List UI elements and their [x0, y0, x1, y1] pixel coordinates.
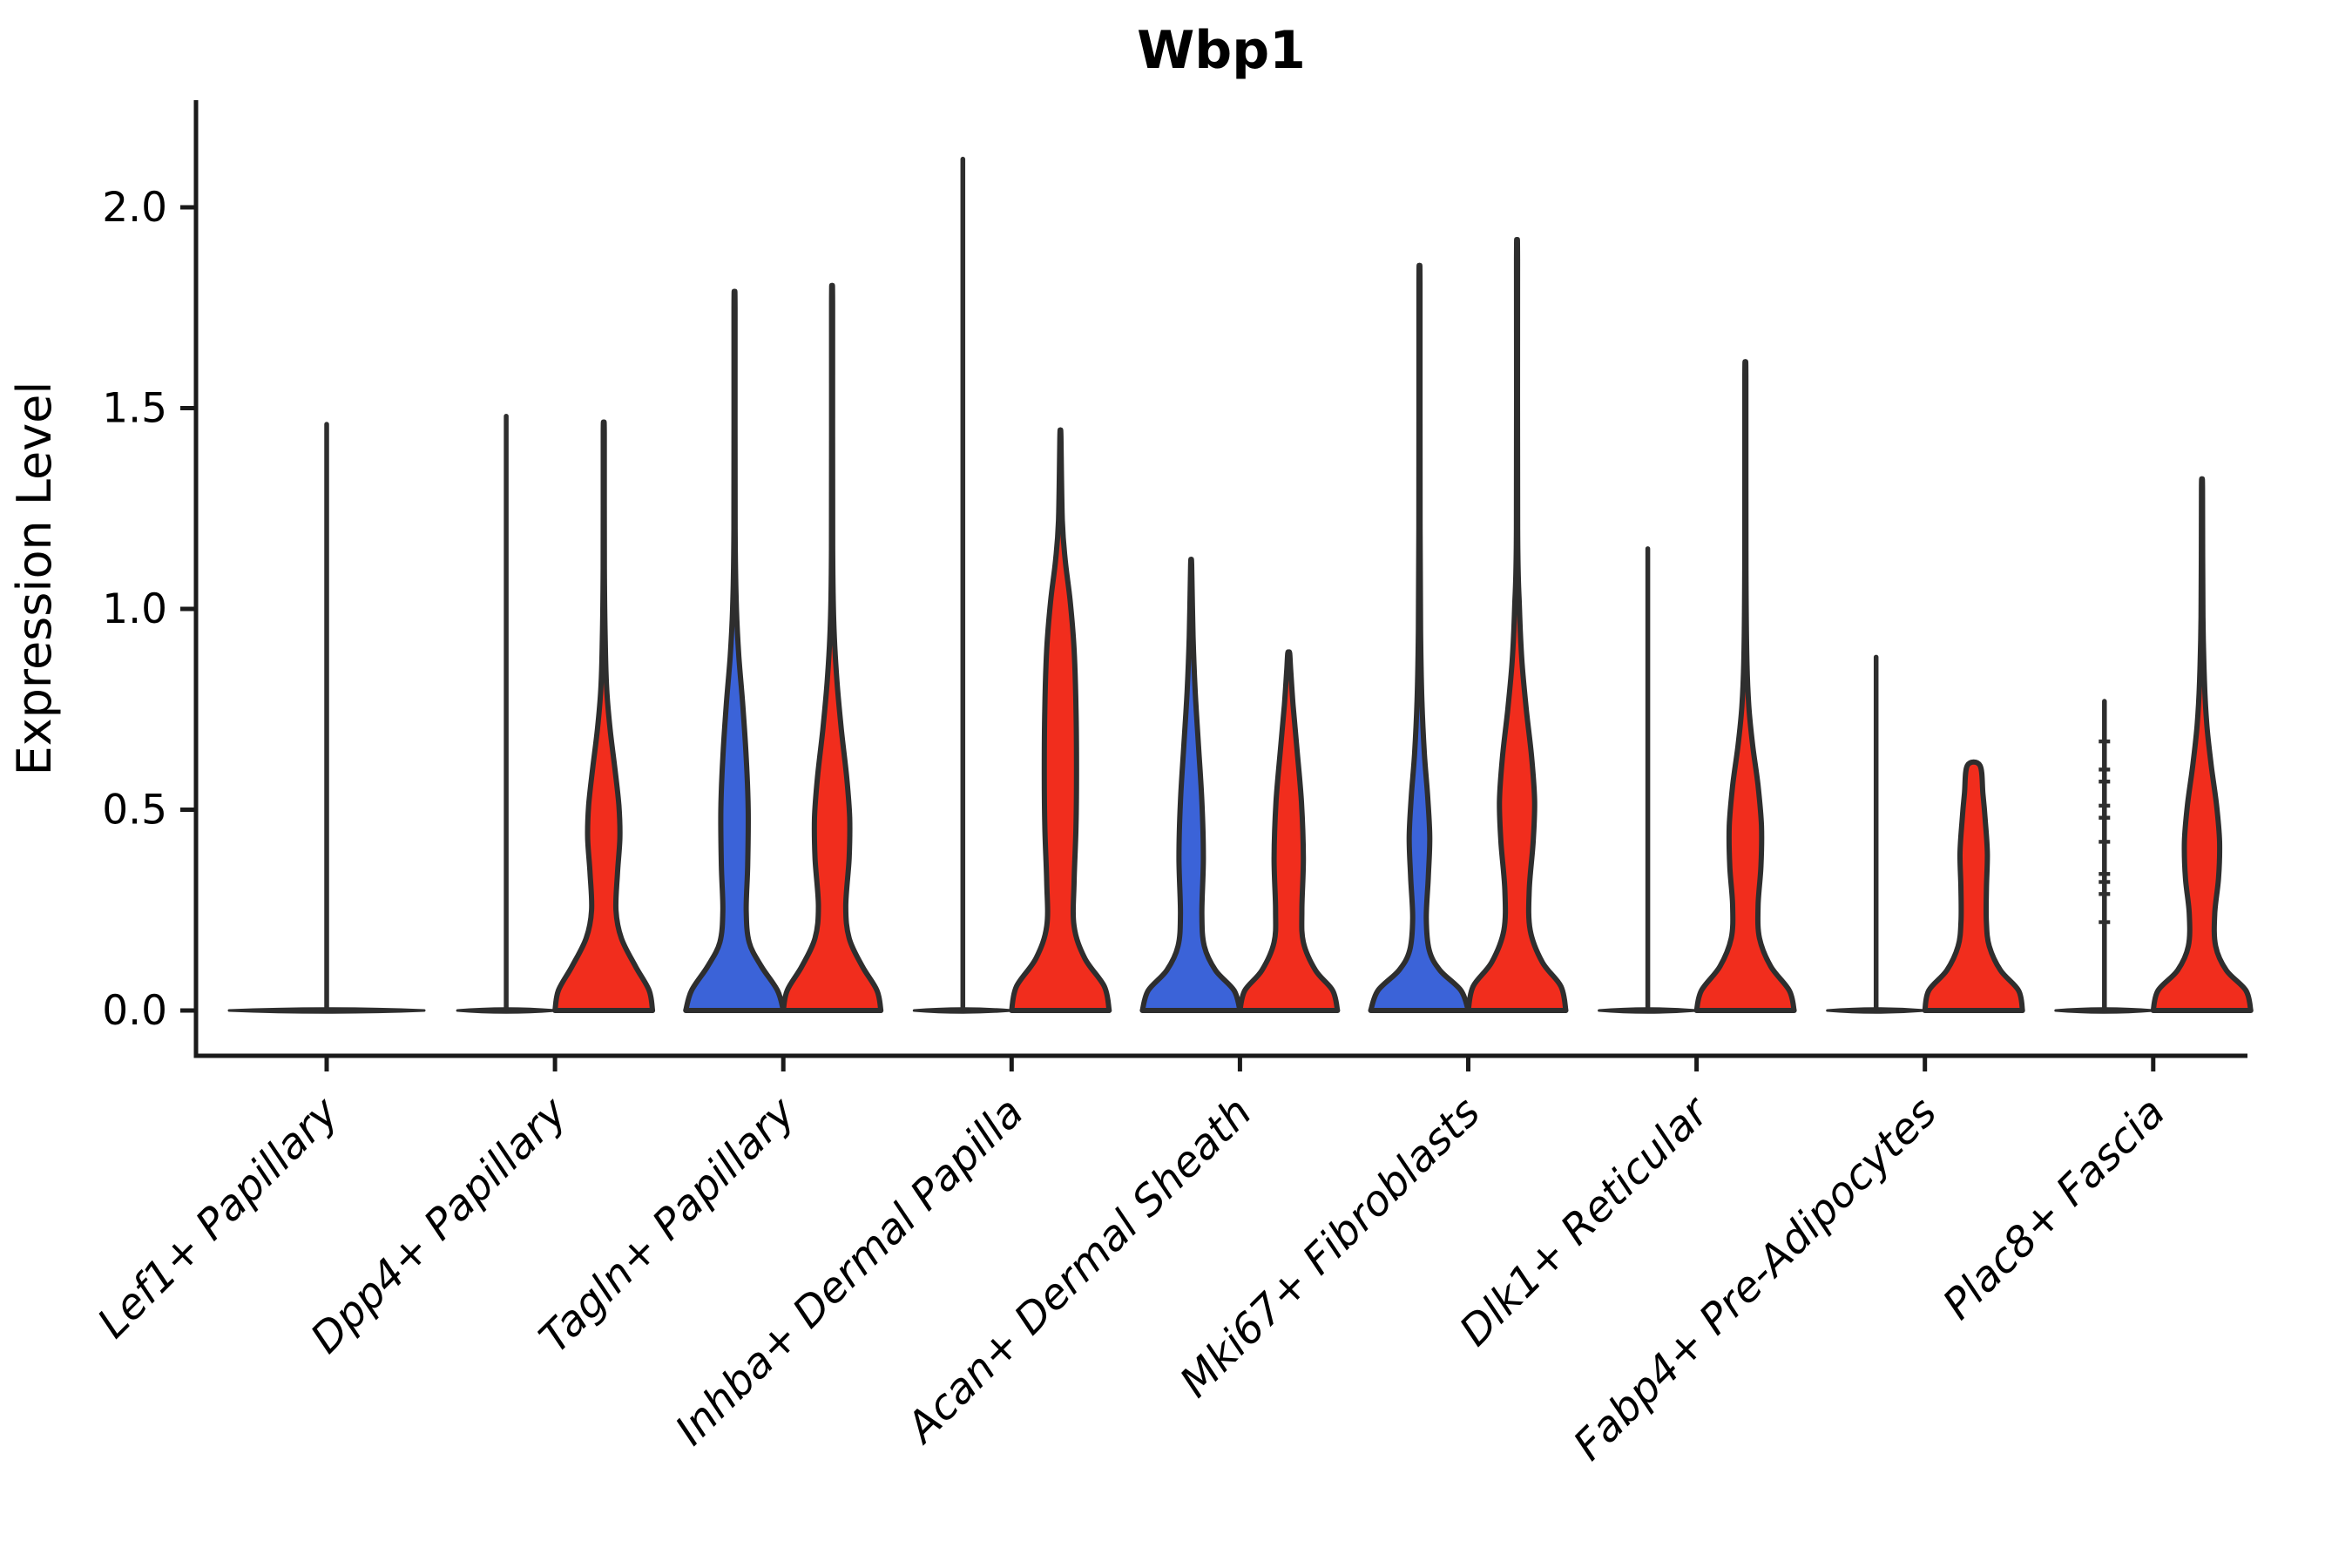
y-tick-label: 2.0	[102, 184, 167, 232]
plot-title: Wbp1	[1137, 20, 1306, 81]
violin-body-blue	[1368, 262, 1471, 1013]
y-tick-label: 0.0	[102, 987, 167, 1035]
x-tick-label: Dlk1+ Reticular	[1450, 1086, 1720, 1356]
violin-group	[2054, 476, 2254, 1014]
y-tick-label: 1.0	[102, 585, 167, 633]
y-axis-label: Expression Level	[7, 382, 62, 776]
violin-group	[1598, 359, 1797, 1014]
violin-group	[1139, 557, 1341, 1013]
x-tick-label: Tagln+ Papillary	[530, 1087, 805, 1362]
violin-data-dash	[2099, 803, 2111, 808]
violin-body-red	[1922, 759, 2025, 1013]
violin-data-dash	[2099, 840, 2111, 844]
violin-group	[227, 422, 426, 1014]
violin-data-dash	[2099, 872, 2111, 876]
violin-group	[456, 413, 656, 1014]
violin-group	[1368, 237, 1569, 1013]
violin-group	[683, 282, 884, 1013]
y-tick-label: 1.5	[102, 385, 167, 433]
x-tick-label: Fabp4+ Pre-Adipocytes	[1565, 1088, 1947, 1470]
x-tick-label: Lef1+ Papillary	[88, 1087, 348, 1348]
violin-body-red	[552, 419, 656, 1013]
violin-body-red	[1465, 237, 1569, 1013]
violin-data-dash	[2099, 815, 2111, 820]
y-tick-label: 0.5	[102, 787, 167, 835]
violin-group	[1826, 654, 2025, 1014]
violins-layer	[227, 156, 2254, 1014]
violin-data-dash	[2099, 892, 2111, 896]
violin-body-red	[1237, 649, 1341, 1013]
violin-body-red	[1009, 427, 1112, 1013]
violin-body-red	[781, 282, 884, 1013]
violin-group	[912, 156, 1112, 1014]
x-tick-label: Plac8+ Fascia	[1934, 1088, 2175, 1329]
violin-body-blue	[1139, 557, 1243, 1013]
violin-body-red	[1693, 359, 1797, 1013]
violin-data-dash	[2099, 880, 2111, 884]
y-tick-labels: 0.0 0.5 1.0 1.5 2.0	[102, 184, 167, 1035]
violin-data-dash	[2099, 767, 2111, 772]
violin-data-dash	[2099, 739, 2111, 744]
violin-data-dash	[2099, 780, 2111, 784]
violin-body-blue	[683, 288, 787, 1013]
axes	[180, 100, 2247, 1071]
violin-data-dash	[2099, 920, 2111, 924]
violin-body-red	[2150, 476, 2254, 1013]
